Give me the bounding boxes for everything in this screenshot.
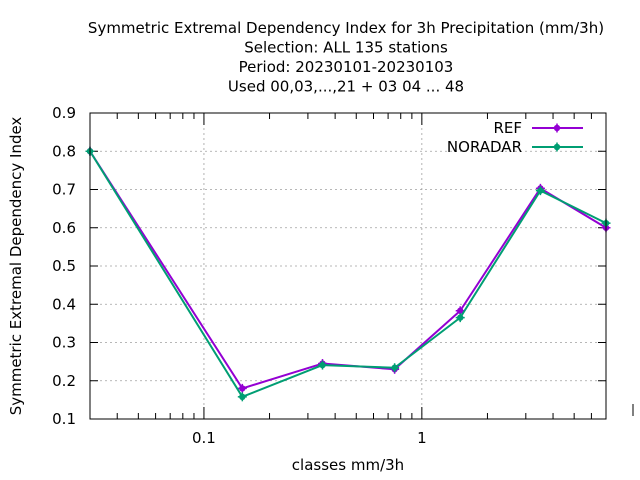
title-line-1: Symmetric Extremal Dependency Index for …	[88, 19, 604, 37]
title-line-2: Selection: ALL 135 stations	[244, 39, 448, 57]
data-point	[237, 392, 247, 402]
legend-item-ref: REF	[493, 119, 583, 137]
series-line	[89, 150, 607, 390]
x-axis-ticks: 0.1 1	[116, 113, 634, 447]
data-point	[455, 313, 465, 323]
y-tick-label: 0.5	[52, 257, 76, 275]
legend-marker	[552, 142, 562, 152]
y-tick-label: 0.8	[52, 142, 76, 160]
y-axis-label: Symmetric Extremal Dependency Index	[7, 117, 25, 416]
legend-label: REF	[493, 119, 522, 137]
x-tick-label: 0.1	[192, 429, 216, 447]
y-tick-label: 0.2	[52, 372, 76, 390]
legend-label: NORADAR	[447, 138, 522, 156]
data-point	[535, 186, 545, 196]
legend-marker	[552, 123, 562, 133]
x-axis-label: classes mm/3h	[292, 456, 404, 474]
y-tick-label: 0.7	[52, 181, 76, 199]
chart-title: Symmetric Extremal Dependency Index for …	[88, 19, 604, 96]
series-noradar	[85, 146, 611, 402]
title-line-4: Used 00,03,...,21 + 03 04 ... 48	[228, 78, 464, 96]
y-tick-label: 0.9	[52, 104, 76, 122]
data-point	[390, 363, 400, 373]
y-tick-label: 0.1	[52, 410, 76, 428]
plot-frame	[89, 112, 607, 420]
grid	[90, 113, 606, 419]
data-point	[237, 383, 247, 393]
data-point	[317, 360, 327, 370]
y-tick-label: 0.3	[52, 334, 76, 352]
series	[85, 146, 611, 402]
x-tick-label: 1	[417, 429, 427, 447]
y-tick-label: 0.6	[52, 219, 76, 237]
title-line-3: Period: 20230101-20230103	[239, 58, 454, 76]
y-axis-ticks: 0.1 0.2 0.3 0.4 0.5 0.6 0.7 0.8 0.9	[52, 104, 606, 428]
series-line	[89, 150, 607, 398]
y-tick-label: 0.4	[52, 295, 76, 313]
legend-item-noradar: NORADAR	[447, 138, 583, 156]
